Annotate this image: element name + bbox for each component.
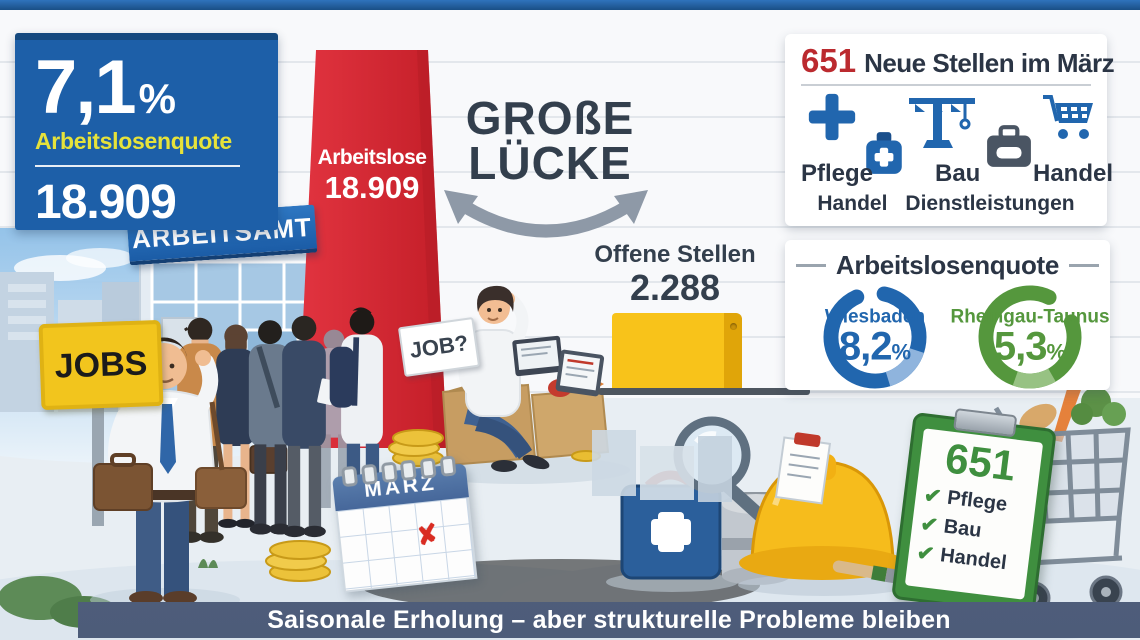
new-jobs-title: 651 Neue Stellen im März xyxy=(801,42,1115,80)
calendar-grid: ✘ xyxy=(335,497,478,593)
clipboard-paper: 651 ✔ Pflege ✔ Bau ✔ Handel xyxy=(904,428,1044,600)
sub-label-handel: Handel xyxy=(817,192,888,215)
kpi-unemployed-count: 18.909 xyxy=(35,176,177,229)
donut-wiesbaden: Wiesbaden 8,2% xyxy=(816,278,934,396)
crane-icon xyxy=(909,98,975,148)
medical-cross-icon xyxy=(808,93,856,141)
city-silhouette-center xyxy=(592,430,732,502)
bar-rivet xyxy=(730,323,737,330)
open-positions-value: 2.288 xyxy=(629,267,721,309)
donut-text: Rheingau-Taunus 5,3% xyxy=(950,308,1109,367)
unemployed-label: Arbeitslose xyxy=(317,146,427,169)
donut-unit: % xyxy=(891,339,912,365)
jobs-street-sign: JOBS xyxy=(38,319,164,411)
banner-text: Saisonale Erholung – aber strukturelle P… xyxy=(267,605,951,634)
check-icon: ✔ xyxy=(915,541,936,567)
kpi-divider xyxy=(35,165,240,167)
open-positions-label-block: Offene Stellen 2.288 xyxy=(585,241,765,309)
kpi-rate-value: 7,1 xyxy=(35,45,137,130)
donut-text: Wiesbaden 8,2% xyxy=(825,308,925,367)
sector-sub-labels: Handel Dienstleistungen xyxy=(801,192,1091,216)
job-question-card: JOB? xyxy=(397,316,481,378)
unemployment-rate-panel: Arbeitslosenquote Wiesbaden 8,2% Rheinga… xyxy=(785,240,1110,390)
double-arrow-icon xyxy=(444,190,648,238)
title-dash-right xyxy=(1069,264,1100,267)
chart-baseline xyxy=(598,388,810,395)
shopping-cart-icon xyxy=(1043,95,1093,139)
sector-label-bau: Bau xyxy=(935,160,981,187)
sector-label-handel: Handel xyxy=(1033,160,1114,187)
panel-title-row: Arbeitslosenquote xyxy=(785,250,1110,281)
check-icon: ✔ xyxy=(922,484,943,510)
kpi-rate-unit: % xyxy=(138,75,177,122)
gap-title-line1: GROßE xyxy=(465,92,635,144)
sectors-clipboard: 651 ✔ Pflege ✔ Bau ✔ Handel xyxy=(891,407,1057,617)
calendar-marked-day-icon: ✘ xyxy=(413,517,442,552)
panel-divider xyxy=(801,84,1091,86)
new-jobs-number: 651 xyxy=(801,42,857,79)
sub-label-dienstleistungen: Dienstleistungen xyxy=(905,192,1075,215)
donut-ring-icon xyxy=(978,285,1082,389)
donut-region: Rheingau-Taunus xyxy=(950,306,1110,328)
kpi-unemployment-box: 7,1% Arbeitslosenquote 18.909 xyxy=(15,33,278,230)
first-aid-kit xyxy=(606,470,738,592)
new-jobs-title-text: Neue Stellen im März xyxy=(864,48,1115,78)
donut-unit: % xyxy=(1046,339,1067,365)
panel-title: Arbeitslosenquote xyxy=(835,250,1060,280)
gap-title: GROßE LÜCKE xyxy=(452,92,648,190)
sector-icons: Pflege Bau Handel Handel Dienstleistunge… xyxy=(801,86,1113,216)
donut-ring-icon xyxy=(823,285,927,389)
open-positions-bar xyxy=(612,313,742,390)
checklist-label: Pflege xyxy=(946,486,1009,517)
march-calendar: MÄRZ ✘ xyxy=(332,455,478,596)
kpi-rate: 7,1% xyxy=(35,50,278,126)
open-positions-label: Offene Stellen xyxy=(594,241,756,268)
new-jobs-panel: 651 Neue Stellen im März xyxy=(785,34,1115,226)
donut-region: Wiesbaden xyxy=(824,306,926,328)
clipboard-number: 651 xyxy=(942,434,1019,490)
donut-value: 5,3 xyxy=(993,324,1048,369)
top-accent-strip xyxy=(0,0,1140,10)
check-icon: ✔ xyxy=(918,512,940,538)
first-aid-bag-icon xyxy=(866,132,902,174)
unemployed-value: 18.909 xyxy=(324,170,420,206)
notepad xyxy=(774,432,832,505)
donut-rheingau-taunus: Rheingau-Taunus 5,3% xyxy=(950,278,1110,396)
checklist-label: Handel xyxy=(938,544,1008,575)
briefcase-icon xyxy=(987,125,1031,167)
woman-on-boxes xyxy=(410,285,630,484)
donut-value: 8,2 xyxy=(838,324,893,369)
bottom-banner: Saisonale Erholung – aber strukturelle P… xyxy=(78,602,1140,638)
gap-title-line2: LÜCKE xyxy=(468,137,632,190)
title-dash-left xyxy=(795,264,826,267)
sector-label-pflege: Pflege xyxy=(801,160,874,187)
kpi-rate-label: Arbeitslosenquote xyxy=(35,128,232,154)
checklist-label: Bau xyxy=(942,515,983,543)
unemployed-bar-label: Arbeitslose 18.909 xyxy=(314,146,430,206)
